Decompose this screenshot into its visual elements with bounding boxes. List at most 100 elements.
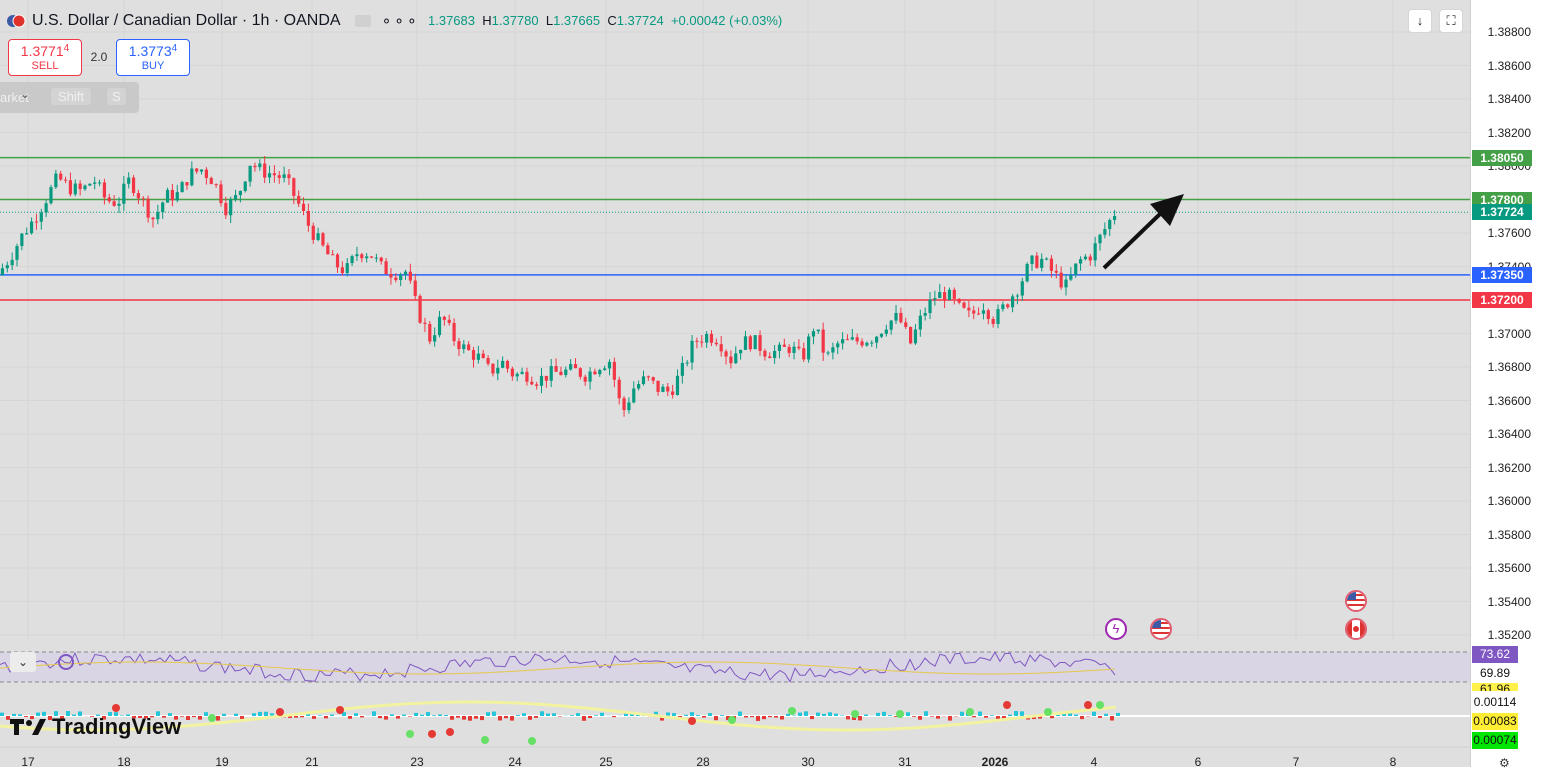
download-arrow-icon[interactable]: ↓ bbox=[1408, 9, 1432, 33]
candle bbox=[919, 310, 922, 337]
ohlc-legend: 1.37683 H1.37780 L1.37665 C1.37724 +0.00… bbox=[428, 13, 782, 28]
candle bbox=[890, 320, 893, 335]
ohlc-high-value: 1.37780 bbox=[492, 13, 539, 28]
candle bbox=[142, 196, 145, 207]
candle bbox=[423, 318, 426, 332]
macd-histogram-bar bbox=[294, 716, 298, 718]
macd-histogram-bar bbox=[1020, 711, 1024, 716]
candle bbox=[802, 343, 805, 362]
candle bbox=[137, 190, 140, 204]
candle bbox=[74, 180, 77, 197]
macd-histogram-bar bbox=[738, 712, 742, 716]
macd-histogram-bar bbox=[318, 715, 322, 716]
lightning-event-icon[interactable]: ϟ bbox=[1105, 618, 1127, 640]
date-tick-label: 17 bbox=[21, 755, 34, 767]
hint-shift: Shift bbox=[51, 88, 91, 105]
fullscreen-icon[interactable]: ⛶ bbox=[1439, 9, 1463, 33]
price-chart[interactable] bbox=[0, 0, 1470, 767]
candle bbox=[540, 368, 543, 393]
ohlc-close-value: 1.37724 bbox=[617, 13, 664, 28]
candle bbox=[622, 396, 625, 417]
macd-histogram-bar bbox=[924, 711, 928, 716]
price-tick-label: 1.36000 bbox=[1488, 494, 1531, 508]
candle bbox=[1064, 274, 1067, 295]
macd-histogram-bar bbox=[396, 716, 400, 719]
chart-pane[interactable]: U.S. Dollar / Canadian Dollar · 1h · OAN… bbox=[0, 0, 1470, 767]
candle bbox=[1060, 267, 1063, 290]
ohlc-close-label: C bbox=[607, 13, 616, 28]
candle bbox=[418, 294, 421, 324]
candle bbox=[554, 358, 557, 372]
price-tick-label: 1.36600 bbox=[1488, 394, 1531, 408]
sell-label: SELL bbox=[9, 60, 81, 72]
candle bbox=[943, 287, 946, 308]
settings-gear-icon[interactable]: ⚙ bbox=[1499, 756, 1510, 770]
canada-flag-event-icon[interactable] bbox=[1345, 618, 1367, 640]
candle bbox=[205, 167, 208, 184]
price-tick-label: 1.37000 bbox=[1488, 327, 1531, 341]
macd-histogram-bar bbox=[912, 716, 916, 717]
macd-histogram-bar bbox=[804, 711, 808, 716]
candle bbox=[899, 308, 902, 324]
macd-histogram-bar bbox=[1056, 715, 1060, 716]
rsi-settings-icon[interactable] bbox=[58, 654, 74, 670]
candle bbox=[812, 329, 815, 345]
macd-histogram-bar bbox=[462, 716, 466, 720]
macd-histogram-bar bbox=[780, 716, 784, 719]
macd-histogram-bar bbox=[1074, 715, 1078, 716]
macd-histogram-bar bbox=[690, 712, 694, 716]
macd-histogram-bar bbox=[918, 716, 922, 720]
candle bbox=[894, 305, 897, 324]
candle bbox=[982, 303, 985, 319]
symbol-title[interactable]: U.S. Dollar / Canadian Dollar · 1h · OAN… bbox=[32, 12, 341, 30]
us-flag-event-icon[interactable] bbox=[1150, 618, 1172, 640]
macd-histogram-bar bbox=[960, 712, 964, 716]
us-flag-event-icon[interactable] bbox=[1345, 590, 1367, 612]
candle bbox=[482, 350, 485, 359]
candle bbox=[1084, 254, 1087, 260]
candle bbox=[215, 183, 218, 187]
macd-signal-dot bbox=[446, 728, 454, 736]
candle bbox=[574, 358, 577, 368]
candle bbox=[642, 371, 645, 386]
candle bbox=[472, 347, 475, 368]
macd-histogram-bar bbox=[1050, 716, 1054, 718]
macd-histogram-bar bbox=[1092, 712, 1096, 716]
candle bbox=[1016, 294, 1019, 305]
candle bbox=[239, 190, 242, 202]
candle bbox=[948, 288, 951, 301]
candle bbox=[826, 351, 829, 356]
macd-signal-dot bbox=[336, 706, 344, 714]
rsi-collapse-chevron-icon[interactable]: ⌄ bbox=[10, 652, 36, 672]
candle bbox=[273, 165, 276, 183]
candle bbox=[967, 301, 970, 317]
macd-histogram-bar bbox=[504, 716, 508, 718]
candle bbox=[59, 171, 62, 181]
candle bbox=[962, 301, 965, 308]
macd-histogram-bar bbox=[498, 716, 502, 720]
buy-button[interactable]: 1.37734 BUY bbox=[116, 39, 190, 76]
sell-button[interactable]: 1.37714 SELL bbox=[8, 39, 82, 76]
macd-histogram-bar bbox=[600, 713, 604, 716]
macd-histogram-bar bbox=[882, 712, 886, 716]
macd-histogram-bar bbox=[480, 716, 484, 720]
candle bbox=[914, 324, 917, 345]
candle bbox=[1045, 257, 1048, 260]
candle bbox=[909, 326, 912, 344]
macd-histogram-bar bbox=[714, 716, 718, 720]
macd-histogram-bar bbox=[1014, 711, 1018, 716]
macd-histogram-bar bbox=[444, 715, 448, 716]
candle bbox=[924, 308, 927, 321]
macd-value-3: 0.00074 bbox=[1472, 732, 1518, 749]
candle bbox=[35, 214, 38, 230]
macd-histogram-bar bbox=[576, 713, 580, 716]
candle bbox=[831, 343, 834, 360]
candle bbox=[773, 345, 776, 364]
candle bbox=[443, 316, 446, 326]
hide-icon[interactable] bbox=[355, 15, 371, 27]
macd-histogram-bar bbox=[768, 716, 772, 717]
macd-histogram-bar bbox=[456, 716, 460, 718]
macd-histogram-bar bbox=[432, 715, 436, 716]
more-dots-icon[interactable]: ⚬⚬⚬ bbox=[381, 13, 419, 30]
